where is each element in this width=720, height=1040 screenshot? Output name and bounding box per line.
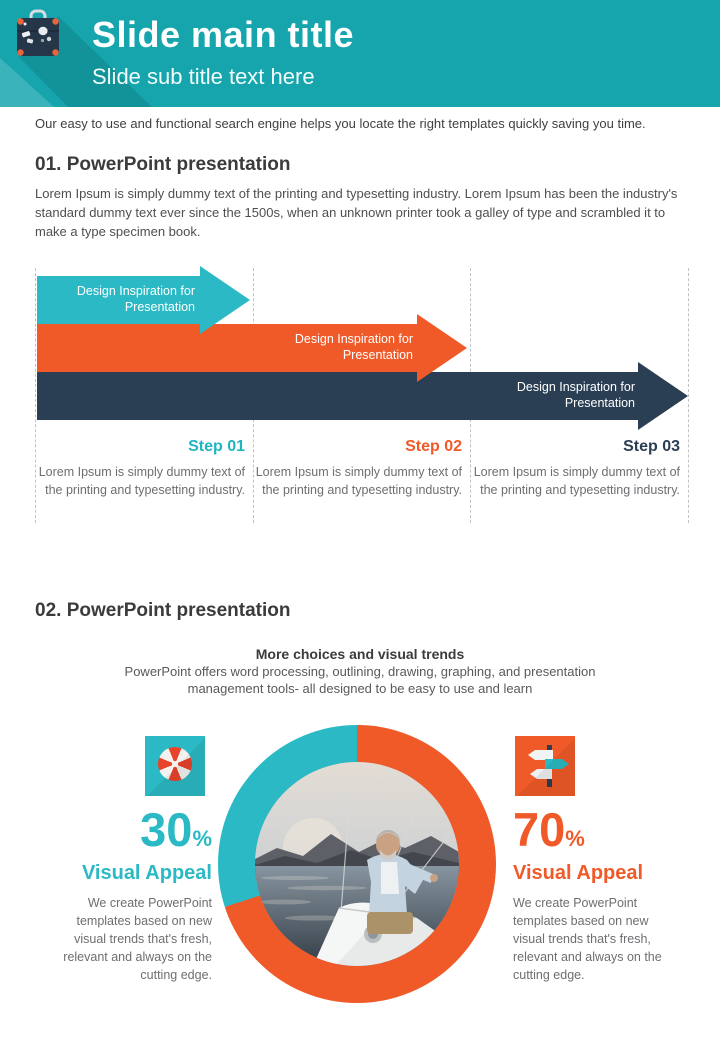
arrow-1-label: Design Inspiration for Presentation xyxy=(35,283,195,315)
arrow-1-label-line2: Presentation xyxy=(124,300,195,314)
step-3-text: Lorem Ipsum is simply dummy text of the … xyxy=(473,465,680,497)
arrow-step-2-shape xyxy=(37,314,467,382)
step-1-label: Step 01 xyxy=(188,438,245,455)
stat-right-text: We create PowerPoint templates based on … xyxy=(513,896,662,982)
arrow-step-1-shape xyxy=(37,266,250,334)
stat-left-percent: 30% xyxy=(35,806,212,853)
dashed-gridline xyxy=(35,268,36,523)
stat-right-icon-square xyxy=(515,736,575,796)
step-2-label: Step 02 xyxy=(405,438,462,455)
section2-description: PowerPoint offers word processing, outli… xyxy=(124,664,596,696)
arrow-3-label-line2: Presentation xyxy=(564,396,635,410)
arrow-2-label: Design Inspiration for Presentation xyxy=(253,331,413,363)
signpost-icon xyxy=(528,745,569,787)
section2-subheading: More choices and visual trends xyxy=(255,646,465,662)
beach-ball-icon xyxy=(152,741,198,787)
slide-subtitle: Slide sub title text here xyxy=(92,64,315,89)
stat-right-title: Visual Appeal xyxy=(513,862,644,884)
stat-left-icon-square xyxy=(145,736,205,796)
step-column-3: Step 03 Lorem Ipsum is simply dummy text… xyxy=(470,438,688,499)
arrow-1-label-line1: Design Inspiration for xyxy=(76,284,195,298)
section1-heading: 01. PowerPoint presentation xyxy=(35,154,291,175)
step-column-2: Step 02 Lorem Ipsum is simply dummy text… xyxy=(252,438,470,499)
photo-sailing-man xyxy=(255,762,459,966)
dashed-gridline xyxy=(688,268,689,523)
step-column-1: Step 01 Lorem Ipsum is simply dummy text… xyxy=(35,438,253,499)
slide-main-title: Slide main title xyxy=(92,14,355,55)
photo-scene xyxy=(255,762,459,966)
section1-body: Lorem Ipsum is simply dummy text of the … xyxy=(35,186,678,239)
arrow-step-3-shape xyxy=(37,362,688,430)
arrow-3-label-line1: Design Inspiration for xyxy=(516,380,635,394)
suitcase-icon xyxy=(17,9,59,56)
stat-left-text: We create PowerPoint templates based on … xyxy=(63,896,212,982)
stat-left-title: Visual Appeal xyxy=(81,862,212,884)
intro-text: Our easy to use and functional search en… xyxy=(35,116,646,131)
section2-heading: 02. PowerPoint presentation xyxy=(35,600,291,621)
stat-left-percent-value: 30 xyxy=(140,803,193,856)
header-banner: Slide main title Slide sub title text he… xyxy=(0,0,720,107)
step-1-text: Lorem Ipsum is simply dummy text of the … xyxy=(38,465,245,497)
arrow-shapes xyxy=(37,266,688,430)
stat-right-percent-sign: % xyxy=(565,826,585,851)
arrow-3-label: Design Inspiration for Presentation xyxy=(475,379,635,411)
stat-right-percent-value: 70 xyxy=(513,803,566,856)
arrow-2-label-line1: Design Inspiration for xyxy=(294,332,413,346)
step-3-label: Step 03 xyxy=(623,438,680,455)
stat-right-percent: 70% xyxy=(513,806,693,853)
process-arrow-diagram: Design Inspiration for Presentation Desi… xyxy=(35,266,689,523)
arrow-2-label-line2: Presentation xyxy=(342,348,413,362)
stat-left-percent-sign: % xyxy=(192,826,212,851)
step-2-text: Lorem Ipsum is simply dummy text of the … xyxy=(255,465,462,497)
